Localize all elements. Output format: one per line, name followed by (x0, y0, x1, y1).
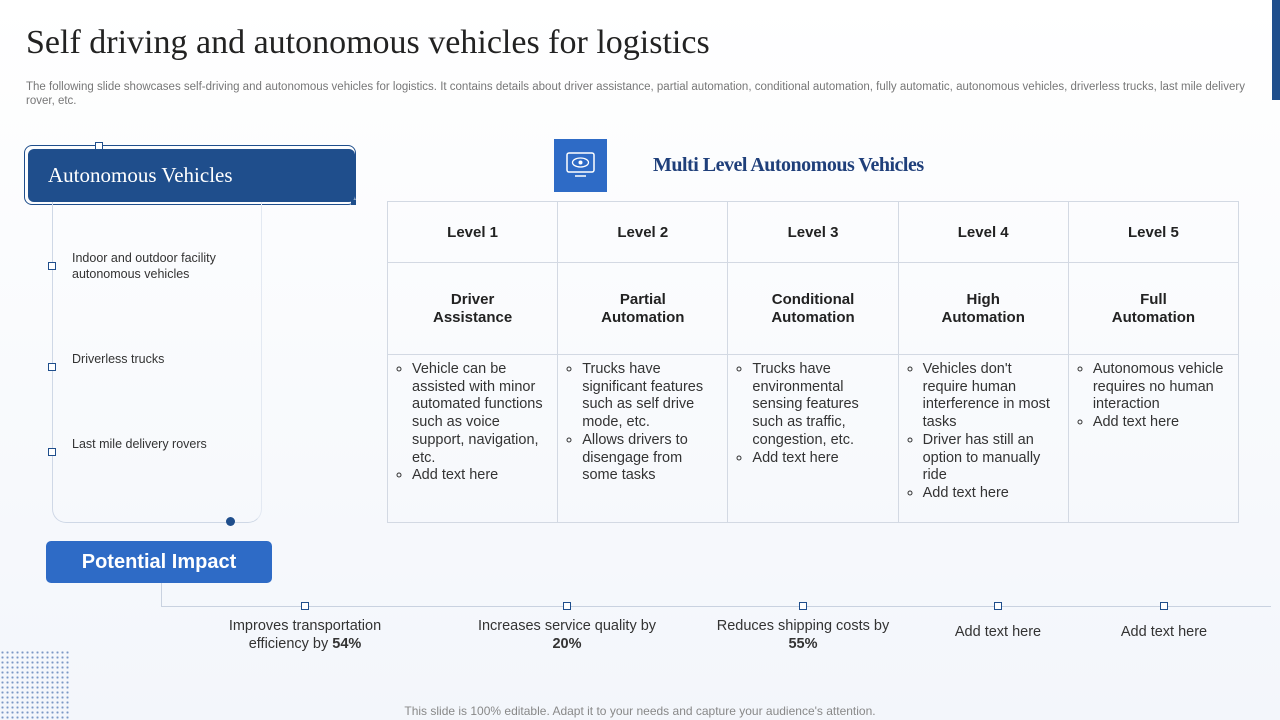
bullet: Add text here (1093, 414, 1228, 432)
timeline-square (994, 602, 1002, 610)
bullet: Trucks have environmental sensing featur… (752, 361, 887, 450)
level-label: Level 3 (728, 202, 898, 263)
bullet: Vehicles don't require human interferenc… (923, 361, 1058, 432)
bullet-list: Trucks have significant features such as… (558, 361, 727, 485)
bullet-list: Vehicle can be assisted with minor autom… (388, 361, 557, 485)
impact-item: Add text here (1074, 623, 1254, 641)
impact-text: Improves transportation efficiency by (228, 618, 382, 652)
table-heading: Multi Level Autonomous Vehicles (653, 154, 924, 176)
impact-text: Increases service quality by (477, 618, 657, 634)
level-label: Level 4 (898, 202, 1068, 263)
impact-item: Increases service quality by 20% (477, 617, 657, 653)
icon (554, 139, 607, 192)
level-name: High Automation (898, 263, 1068, 355)
impact-item: Add text here (908, 623, 1088, 641)
impact-value: 54% (332, 636, 362, 652)
title: Self driving and autonomous vehicles for… (26, 24, 710, 61)
impact-title: Potential Impact (46, 541, 272, 583)
panel-item: Indoor and outdoor facility autonomous v… (72, 251, 216, 281)
bullet-list: Autonomous vehicle requires no human int… (1069, 361, 1238, 432)
timeline-square (1160, 602, 1168, 610)
description: The following slide showcases self-drivi… (26, 81, 1245, 107)
level-label: Level 2 (558, 202, 728, 263)
panel-title: Autonomous Vehicles (28, 149, 355, 202)
level-name: Conditional Automation (728, 263, 898, 355)
panel-frame (52, 202, 262, 523)
bullet: Autonomous vehicle requires no human int… (1093, 361, 1228, 414)
corner-square (351, 200, 356, 205)
impact-text: Add text here (1120, 624, 1208, 640)
bullet: Driver has still an option to manually r… (923, 432, 1058, 485)
icon-graphic (566, 152, 595, 177)
impact-value: 55% (788, 636, 818, 652)
level-name: Full Automation (1068, 263, 1239, 355)
bullet: Add text here (752, 450, 887, 468)
panel-item: Last mile delivery rovers (72, 437, 207, 451)
timeline-square (563, 602, 571, 610)
footer: This slide is 100% editable. Adapt it to… (404, 704, 876, 718)
panel-item: Driverless trucks (72, 352, 165, 366)
impact-value: 20% (552, 636, 582, 652)
level-name: Driver Assistance (388, 263, 558, 355)
accent-bar (1272, 0, 1280, 100)
bullet: Trucks have significant features such as… (582, 361, 717, 432)
timeline (161, 606, 1271, 607)
level-label: Level 5 (1068, 202, 1239, 263)
bullet: Add text here (412, 467, 547, 485)
impact-item: Improves transportation efficiency by 54… (215, 617, 395, 653)
impact-item: Reduces shipping costs by 55% (713, 617, 893, 653)
level-name: Partial Automation (558, 263, 728, 355)
impact-text: Add text here (954, 624, 1042, 640)
item-square (48, 363, 56, 371)
bullet-list: Trucks have environmental sensing featur… (728, 361, 897, 467)
timeline-square (301, 602, 309, 610)
timeline-square (799, 602, 807, 610)
dot-pattern (0, 650, 70, 720)
item-square (48, 448, 56, 456)
impact-text: Reduces shipping costs by (716, 618, 890, 634)
bullet: Add text here (923, 485, 1058, 503)
bullet-list: Vehicles don't require human interferenc… (899, 361, 1068, 503)
frame-dot (226, 517, 235, 526)
panel-outline (24, 145, 356, 205)
item-square (48, 262, 56, 270)
bullet: Allows drivers to disengage from some ta… (582, 432, 717, 485)
connector (161, 583, 162, 606)
level-label: Level 1 (388, 202, 558, 263)
bullet: Vehicle can be assisted with minor autom… (412, 361, 547, 467)
